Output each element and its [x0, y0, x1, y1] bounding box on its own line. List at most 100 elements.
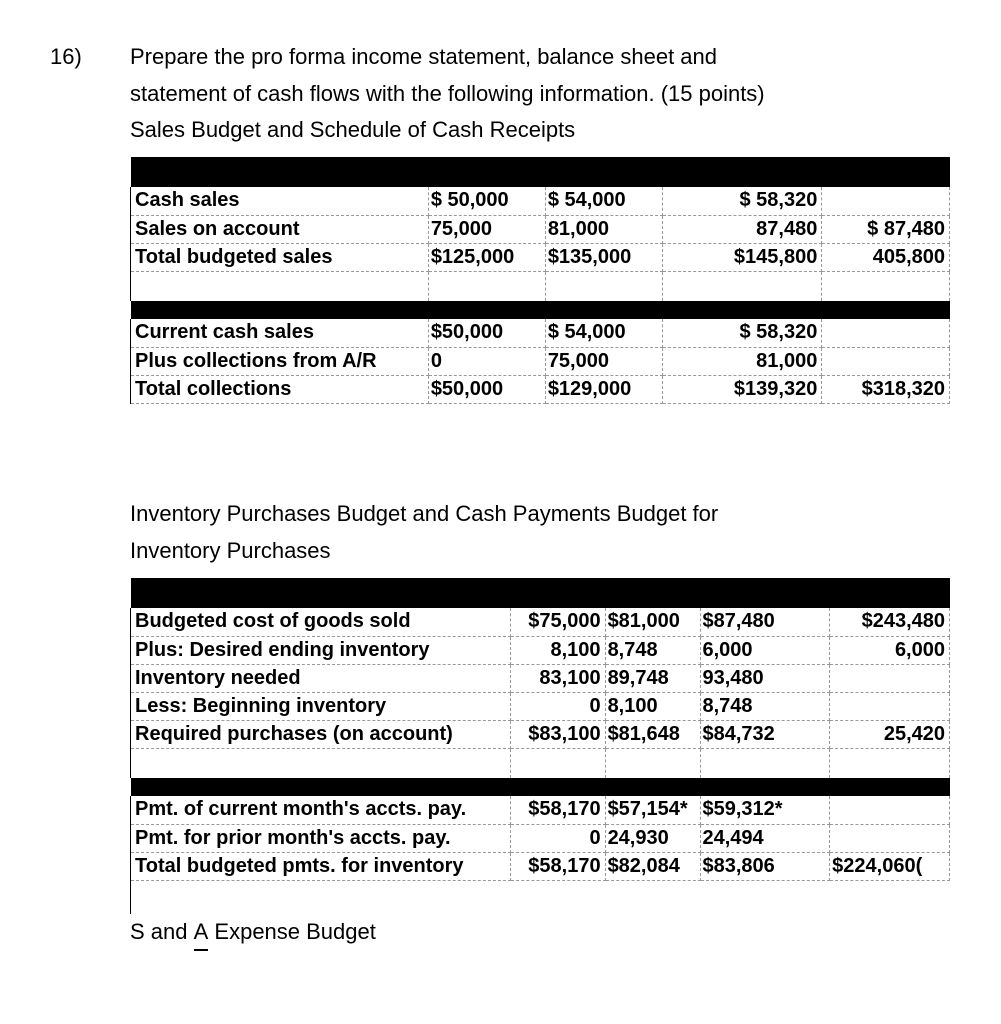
- cell: $84,732: [700, 720, 830, 748]
- cell: 93,480: [700, 664, 830, 692]
- cell: $50,000: [428, 319, 545, 347]
- question-text-line2: statement of cash flows with the followi…: [130, 77, 951, 110]
- section2-title-line2: Inventory Purchases: [130, 533, 951, 568]
- table-row: Plus collections from A/R 0 75,000 81,00…: [131, 347, 950, 375]
- cell: $224,060(: [830, 852, 950, 880]
- cell: 0: [428, 347, 545, 375]
- cell: $ 58,320: [662, 319, 822, 347]
- cell: 0: [510, 824, 605, 852]
- cell: $57,154*: [605, 796, 700, 824]
- cell: 89,748: [605, 664, 700, 692]
- cell: $81,648: [605, 720, 700, 748]
- cell: 25,420: [830, 720, 950, 748]
- question-number: 16): [50, 40, 130, 73]
- table-black-header: [131, 157, 950, 187]
- sales-budget-table: Cash sales $ 50,000 $ 54,000 $ 58,320 Sa…: [130, 157, 950, 404]
- question-text-line1: Prepare the pro forma income statement, …: [130, 40, 951, 73]
- row-label: Required purchases (on account): [131, 720, 511, 748]
- cell: 83,100: [510, 664, 605, 692]
- cell: [830, 692, 950, 720]
- table-row: Current cash sales $50,000 $ 54,000 $ 58…: [131, 319, 950, 347]
- cell: $243,480: [830, 608, 950, 636]
- row-label: Pmt. for prior month's accts. pay.: [131, 824, 511, 852]
- cell: [830, 824, 950, 852]
- sa-prefix: S and: [130, 919, 194, 944]
- cell: $318,320: [822, 375, 950, 403]
- cell: $ 54,000: [545, 319, 662, 347]
- cell: 8,748: [700, 692, 830, 720]
- cell: 75,000: [545, 347, 662, 375]
- table-row: Total collections $50,000 $129,000 $139,…: [131, 375, 950, 403]
- question-header: 16) Prepare the pro forma income stateme…: [50, 40, 951, 73]
- cell: $58,170: [510, 852, 605, 880]
- table-row: Pmt. of current month's accts. pay. $58,…: [131, 796, 950, 824]
- cell: 24,494: [700, 824, 830, 852]
- cell: [822, 347, 950, 375]
- cell: $75,000: [510, 608, 605, 636]
- table-row: Inventory needed 83,100 89,748 93,480: [131, 664, 950, 692]
- row-label: Less: Beginning inventory: [131, 692, 511, 720]
- table-row: Total budgeted pmts. for inventory $58,1…: [131, 852, 950, 880]
- inventory-budget-table: Budgeted cost of goods sold $75,000 $81,…: [130, 578, 950, 914]
- row-label: Cash sales: [131, 187, 429, 215]
- cell: $81,000: [605, 608, 700, 636]
- cell: 405,800: [822, 243, 950, 271]
- cell: $ 50,000: [428, 187, 545, 215]
- cell: 81,000: [545, 215, 662, 243]
- cell: $83,806: [700, 852, 830, 880]
- row-label: Plus: Desired ending inventory: [131, 636, 511, 664]
- row-label: Total collections: [131, 375, 429, 403]
- section1-title: Sales Budget and Schedule of Cash Receip…: [130, 112, 951, 147]
- table-spacer: [131, 271, 950, 301]
- cell: 81,000: [662, 347, 822, 375]
- table-spacer: [131, 748, 950, 778]
- cell: [822, 187, 950, 215]
- table-row: Sales on account 75,000 81,000 87,480 $ …: [131, 215, 950, 243]
- cell: 75,000: [428, 215, 545, 243]
- cell: $50,000: [428, 375, 545, 403]
- cell: $58,170: [510, 796, 605, 824]
- table-row: Total budgeted sales $125,000 $135,000 $…: [131, 243, 950, 271]
- cell: 8,100: [605, 692, 700, 720]
- table-row: Required purchases (on account) $83,100 …: [131, 720, 950, 748]
- cell: 6,000: [830, 636, 950, 664]
- cell: $125,000: [428, 243, 545, 271]
- cell: [830, 796, 950, 824]
- cell: $59,312*: [700, 796, 830, 824]
- cell: 87,480: [662, 215, 822, 243]
- table-row: Less: Beginning inventory 0 8,100 8,748: [131, 692, 950, 720]
- row-label: Total budgeted sales: [131, 243, 429, 271]
- section3-title: S and A Expense Budget: [130, 914, 951, 951]
- cell: $ 58,320: [662, 187, 822, 215]
- row-label: Plus collections from A/R: [131, 347, 429, 375]
- row-label: Total budgeted pmts. for inventory: [131, 852, 511, 880]
- cell: $ 54,000: [545, 187, 662, 215]
- row-label: Current cash sales: [131, 319, 429, 347]
- table-spacer: [131, 880, 950, 914]
- table-row: Plus: Desired ending inventory 8,100 8,7…: [131, 636, 950, 664]
- table-black-header: [131, 778, 950, 796]
- cell: 0: [510, 692, 605, 720]
- cell: $82,084: [605, 852, 700, 880]
- table-row: Pmt. for prior month's accts. pay. 0 24,…: [131, 824, 950, 852]
- table-black-header: [131, 578, 950, 608]
- table-row: Budgeted cost of goods sold $75,000 $81,…: [131, 608, 950, 636]
- cell: 6,000: [700, 636, 830, 664]
- cell: [830, 664, 950, 692]
- cell: 8,100: [510, 636, 605, 664]
- cell: $129,000: [545, 375, 662, 403]
- cell: $145,800: [662, 243, 822, 271]
- cell: $87,480: [700, 608, 830, 636]
- cell: $135,000: [545, 243, 662, 271]
- cell: 8,748: [605, 636, 700, 664]
- row-label: Pmt. of current month's accts. pay.: [131, 796, 511, 824]
- table-black-header: [131, 301, 950, 319]
- cell: 24,930: [605, 824, 700, 852]
- sa-underlined-letter: A: [194, 914, 209, 951]
- table-row: Cash sales $ 50,000 $ 54,000 $ 58,320: [131, 187, 950, 215]
- row-label: Sales on account: [131, 215, 429, 243]
- sa-suffix: Expense Budget: [208, 919, 376, 944]
- row-label: Inventory needed: [131, 664, 511, 692]
- cell: $ 87,480: [822, 215, 950, 243]
- cell: $83,100: [510, 720, 605, 748]
